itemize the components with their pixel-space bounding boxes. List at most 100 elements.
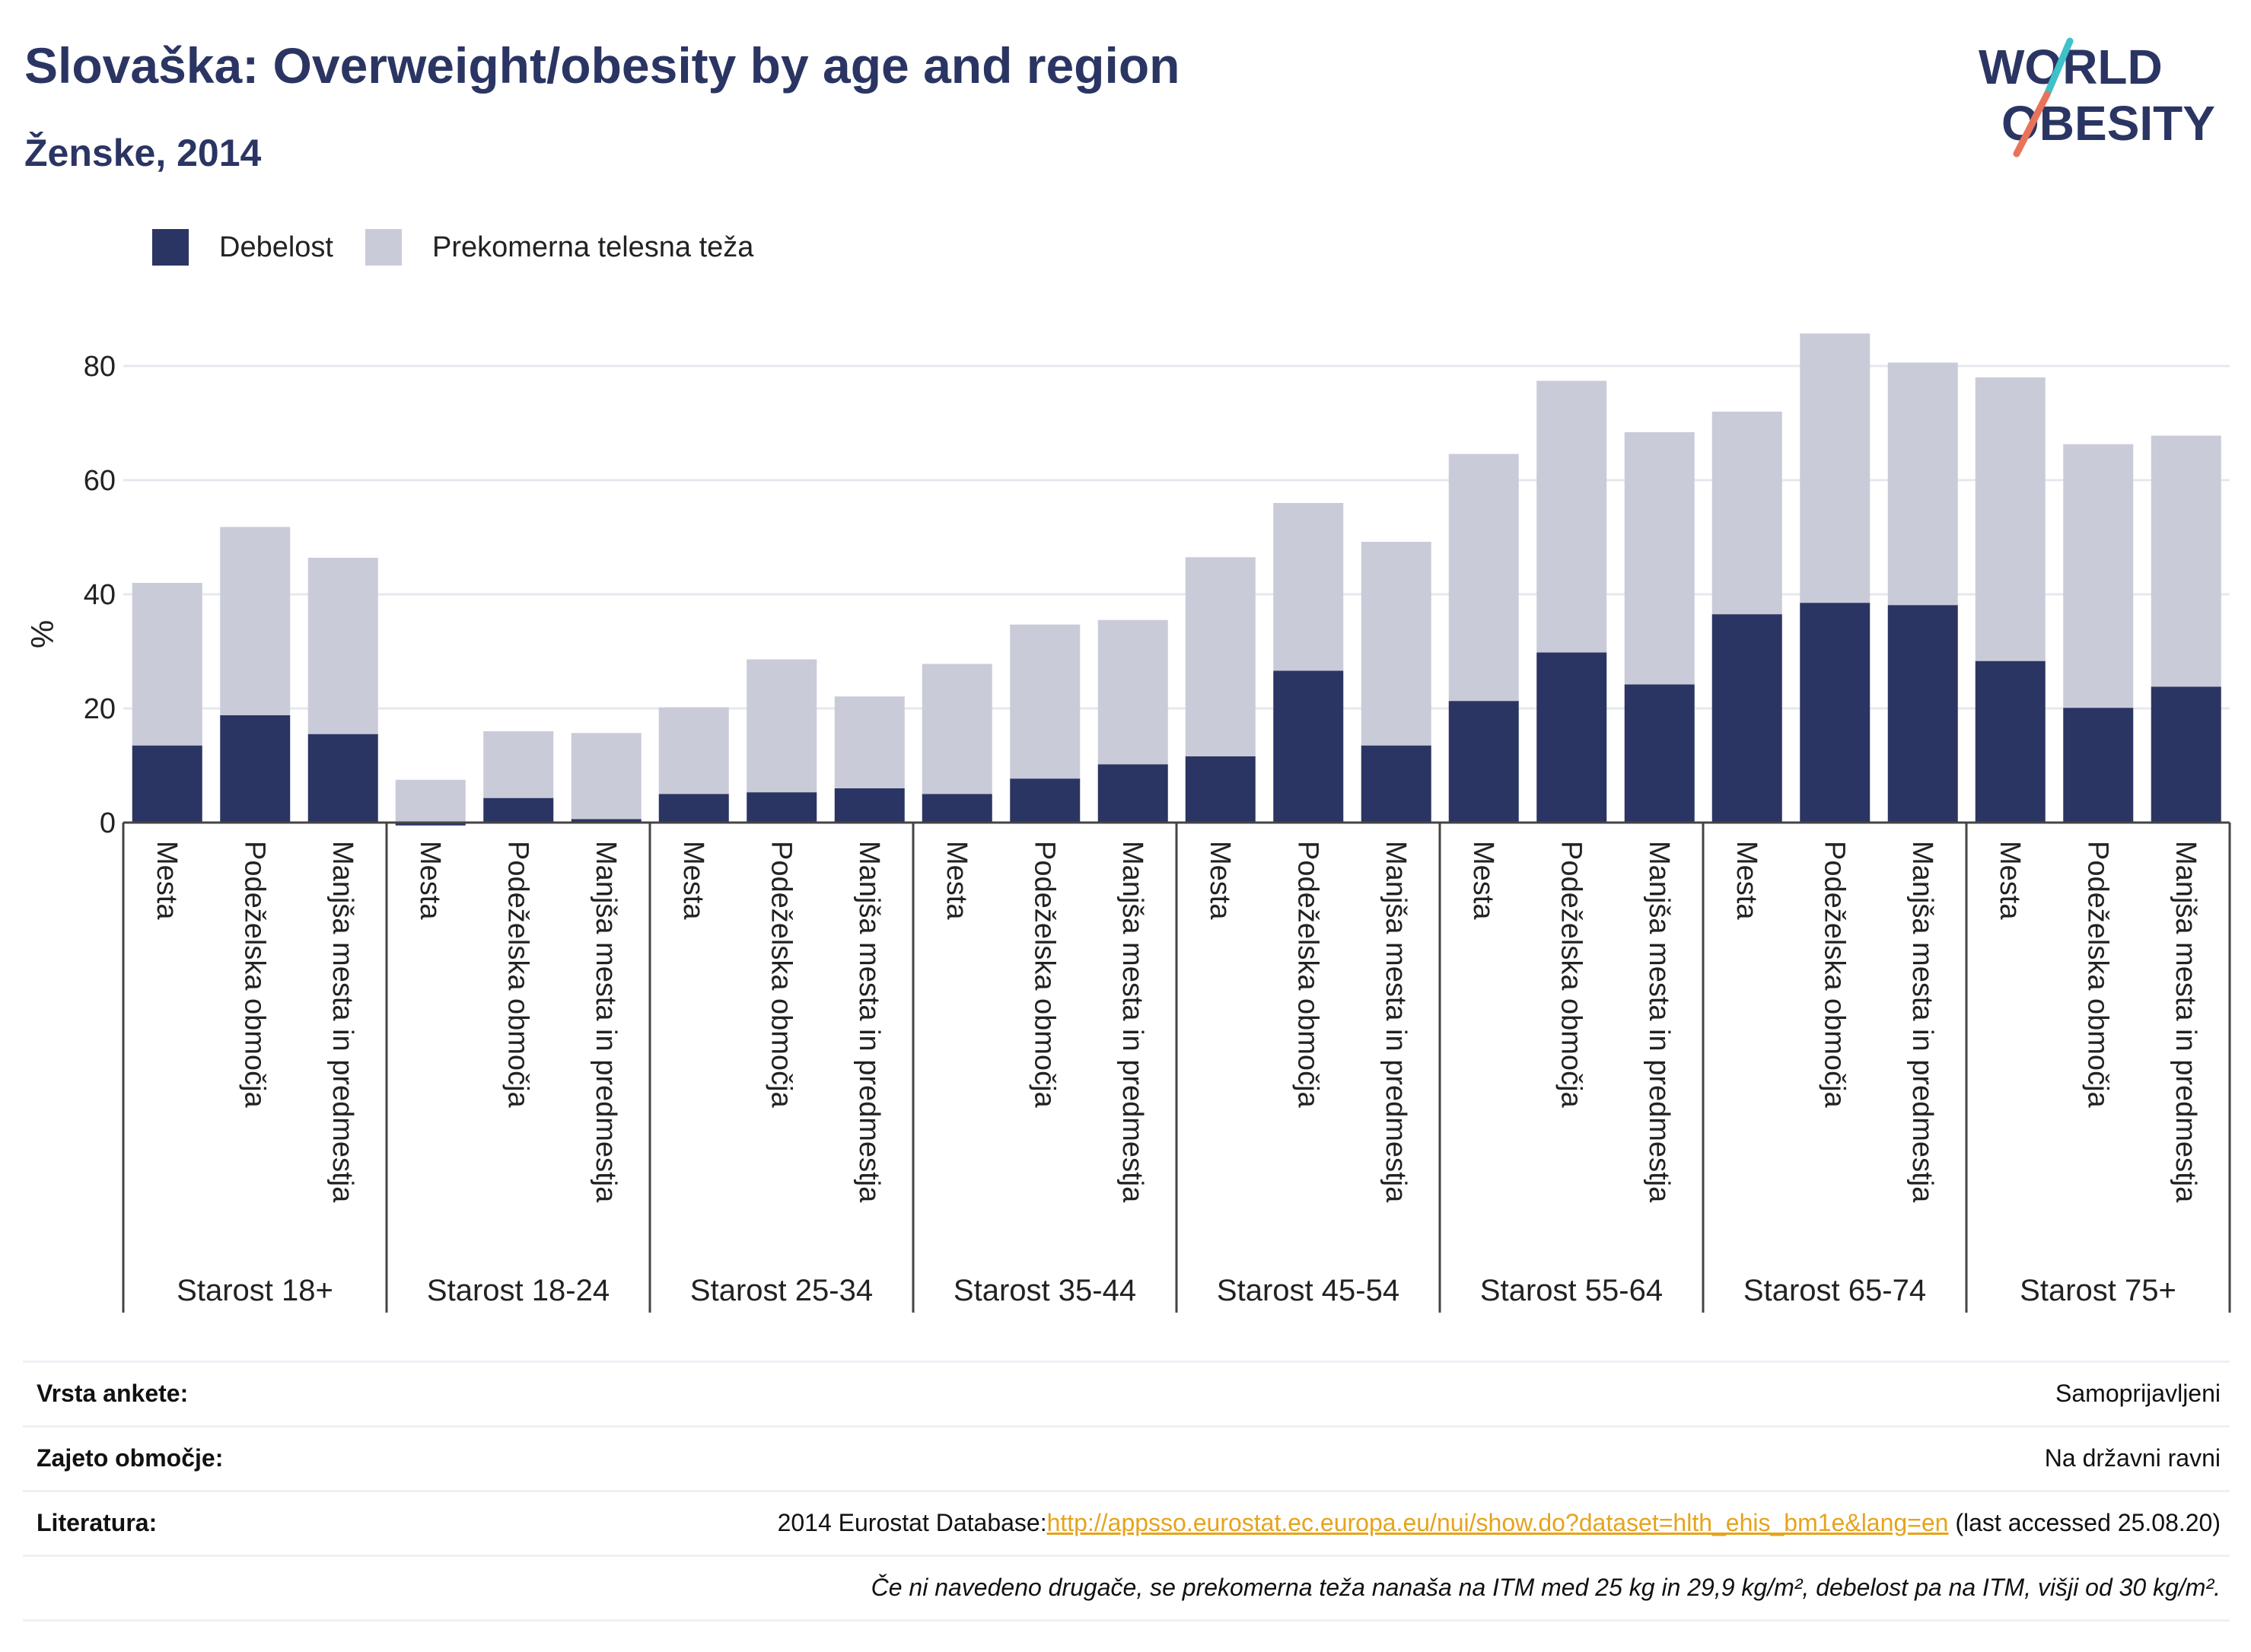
bar-obesity (1361, 745, 1431, 823)
chart-subtitle: Ženske, 2014 (24, 132, 262, 174)
x-category-label: Mesta (1730, 841, 1762, 920)
bar-obesity (1711, 614, 1782, 823)
bar-obesity (658, 794, 729, 823)
logo-line1: WORLD (1979, 40, 2163, 94)
bar-obesity (1800, 603, 1871, 823)
bar-overweight (1536, 380, 1607, 653)
x-category-label: Manjša mesta in predmestja (1906, 841, 1938, 1203)
x-category-label: Manjša mesta in predmestja (1380, 841, 1412, 1203)
bar-obesity (1624, 684, 1695, 823)
bar-overweight (1010, 624, 1081, 779)
legend: Debelost Prekomerna telesna teža (152, 224, 785, 270)
bar-overweight (2063, 444, 2134, 708)
x-category-label: Manjša mesta in predmestja (853, 841, 885, 1203)
bar-obesity (834, 788, 905, 823)
reference-prefix: 2014 Eurostat Database: (777, 1509, 1047, 1536)
bar-obesity (2151, 686, 2221, 823)
logo-slash-teal (2043, 37, 2074, 98)
survey-value: Samoprijavljeni (2055, 1380, 2221, 1407)
logo-slash-coral (2013, 91, 2051, 158)
y-tick-label: 20 (84, 693, 116, 725)
legend-item-obesity[interactable]: Debelost (152, 229, 333, 266)
bar-obesity (922, 794, 992, 823)
bar-overweight (922, 664, 992, 794)
bar-obesity (2063, 708, 2134, 823)
y-tick-label: 60 (84, 465, 116, 497)
chart-title: Slovaška: Overweight/obesity by age and … (24, 37, 1180, 94)
x-category-label: Manjša mesta in predmestja (326, 841, 358, 1203)
bar-obesity (571, 819, 642, 823)
bar-obesity (483, 797, 554, 823)
x-category-label: Mesta (1467, 841, 1499, 920)
bar-overweight (395, 779, 466, 826)
bar-overweight (658, 707, 729, 794)
legend-swatch-overweight (365, 229, 402, 266)
bar-obesity (307, 734, 378, 823)
bar-overweight (1273, 503, 1344, 671)
bar-overweight (220, 527, 291, 715)
bar-obesity (395, 823, 466, 826)
bar-obesity (1975, 660, 2046, 823)
x-group-label: Starost 45-54 (1217, 1274, 1399, 1307)
bar-obesity (1887, 605, 1958, 823)
x-group-label: Starost 55-64 (1480, 1274, 1663, 1307)
bar-obesity (132, 745, 202, 823)
y-axis-label: % (24, 620, 60, 648)
logo-line2: OBESITY (2001, 96, 2215, 151)
x-category-label: Podeželska območja (2081, 841, 2113, 1109)
bar-obesity (1448, 701, 1519, 823)
footer-row-survey: Vrsta ankete: Samoprijavljeni (23, 1361, 2230, 1425)
x-category-label: Mesta (151, 841, 183, 920)
x-group-label: Starost 18+ (177, 1274, 333, 1307)
coverage-value: Na državni ravni (2044, 1444, 2221, 1472)
x-category-label: Manjša mesta in predmestja (1643, 841, 1675, 1203)
bar-obesity (220, 715, 291, 823)
x-category-label: Mesta (1204, 841, 1236, 920)
x-category-label: Podeželska območja (1818, 841, 1850, 1109)
bar-overweight (747, 659, 817, 793)
bar-overweight (1711, 412, 1782, 615)
reference-link[interactable]: http://appsso.eurostat.ec.europa.eu/nui/… (1046, 1509, 1949, 1536)
footer-row-coverage: Zajeto območje: Na državni ravni (23, 1425, 2230, 1490)
footer-row-reference: Literatura: 2014 Eurostat Database:http:… (23, 1490, 2230, 1555)
bar-obesity (1010, 778, 1081, 823)
bar-overweight (483, 731, 554, 798)
world-obesity-logo: WORLD OBESITY (1979, 37, 2215, 158)
survey-label: Vrsta ankete: (37, 1380, 189, 1407)
bar-chart: 0 20 40 60 80% Mesta Podeželska območja Manjša … (24, 333, 2231, 1313)
x-category-label: Manjša mesta in predmestja (590, 841, 622, 1203)
y-tick-label: 0 (100, 807, 116, 839)
x-category-label: Mesta (941, 841, 973, 920)
bar-overweight (1448, 454, 1519, 702)
x-group-label: Starost 18-24 (427, 1274, 610, 1307)
x-category-label: Podeželska območja (1291, 841, 1323, 1109)
bar-overweight (1887, 362, 1958, 606)
bar-obesity (1273, 670, 1344, 823)
bar-overweight (2151, 435, 2221, 687)
y-tick-label: 80 (84, 351, 116, 383)
bar-overweight (1097, 619, 1168, 765)
x-category-label: Mesta (677, 841, 709, 920)
x-category-label: Podeželska območja (501, 841, 533, 1109)
bar-obesity (1097, 764, 1168, 823)
x-group-label: Starost 75+ (2020, 1274, 2176, 1307)
x-category-label: Podeželska območja (765, 841, 797, 1109)
bar-overweight (307, 558, 378, 734)
x-category-label: Podeželska območja (1555, 841, 1587, 1109)
reference-suffix: (last accessed 25.08.20) (1948, 1509, 2221, 1536)
x-category-label: Podeželska območja (238, 841, 270, 1109)
bar-overweight (571, 733, 642, 820)
bar-obesity (747, 792, 817, 823)
bar-overweight (1624, 432, 1695, 685)
bar-overweight (1975, 377, 2046, 661)
reference-value: 2014 Eurostat Database:http://appsso.eur… (778, 1509, 2221, 1537)
x-group-label: Starost 25-34 (690, 1274, 873, 1307)
definition-note: Če ni navedeno drugače, se prekomerna te… (871, 1574, 2221, 1601)
bar-overweight (834, 696, 905, 788)
bar-overweight (1800, 333, 1871, 603)
legend-swatch-obesity (152, 229, 189, 266)
x-category-label: Mesta (1994, 841, 2026, 920)
coverage-label: Zajeto območje: (37, 1444, 224, 1472)
bar-obesity (1185, 756, 1256, 823)
legend-item-overweight[interactable]: Prekomerna telesna teža (365, 229, 753, 266)
